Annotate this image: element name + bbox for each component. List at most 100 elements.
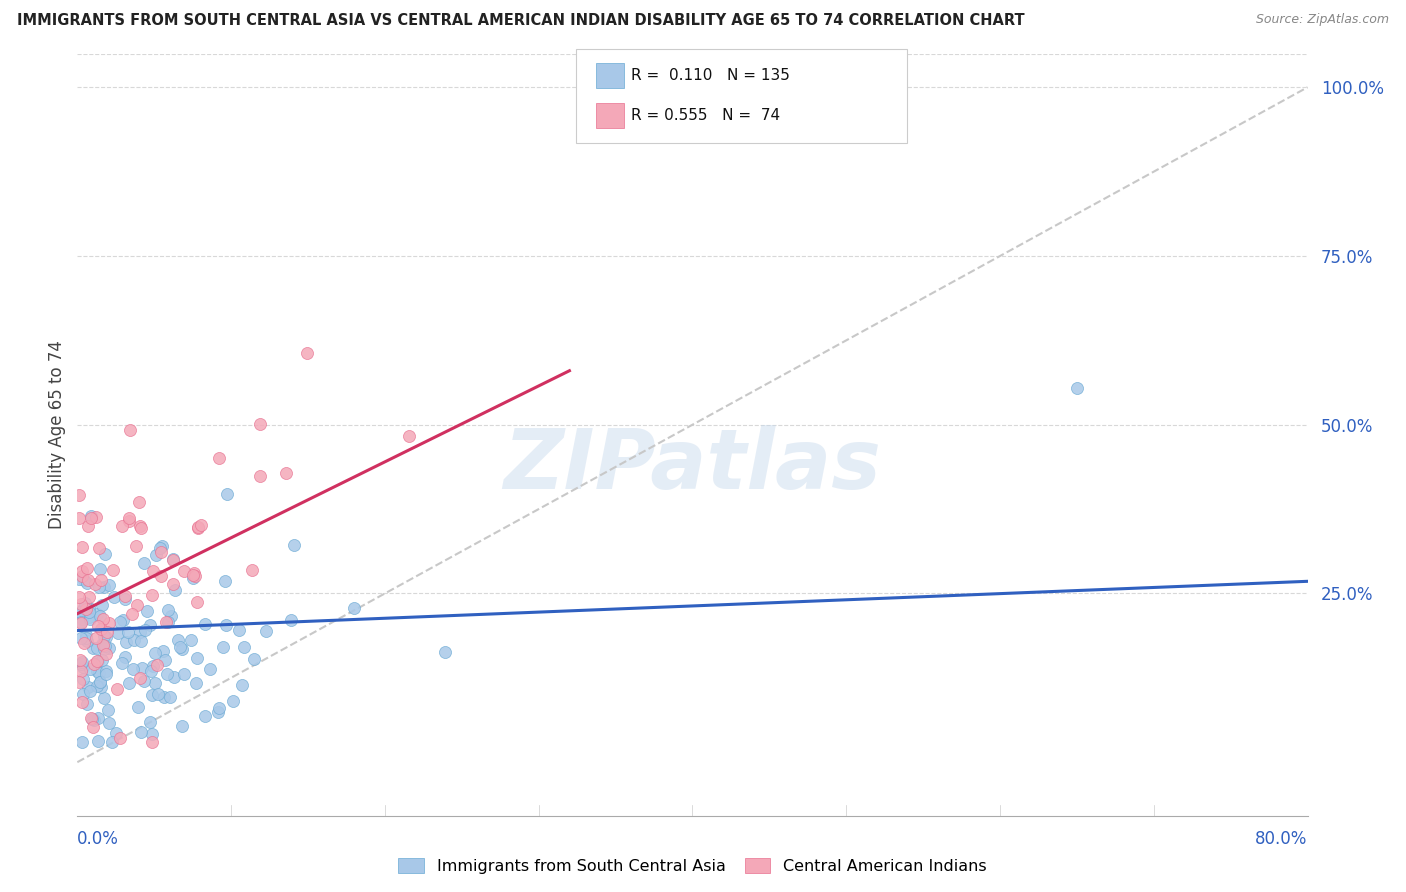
Point: [276, 466, 298, 480]
Point: [75, 596, 97, 610]
Point: [87, 654, 110, 668]
Point: [114, 589, 136, 603]
Point: [280, 613, 302, 627]
Point: [240, 562, 263, 576]
Point: [69, 631, 91, 645]
Point: [77, 573, 100, 587]
Point: [190, 518, 212, 533]
Point: [96, 624, 118, 639]
Point: [77, 605, 100, 619]
Point: [105, 726, 128, 740]
Point: [127, 700, 149, 714]
Point: [243, 651, 266, 665]
Point: [80, 511, 103, 525]
Point: [69, 605, 91, 619]
Point: [91, 612, 114, 626]
Point: [138, 617, 160, 632]
Point: [186, 595, 208, 609]
Text: ZIPatlas: ZIPatlas: [503, 425, 882, 506]
Point: [139, 714, 162, 729]
Point: [149, 544, 172, 558]
Point: [76, 561, 98, 575]
Point: [134, 624, 156, 638]
Point: [80, 509, 103, 524]
Point: [97, 640, 120, 655]
Point: [83, 577, 105, 591]
Point: [183, 569, 205, 583]
Point: [141, 688, 163, 702]
Point: [157, 603, 180, 617]
Point: [86, 680, 108, 694]
Point: [97, 615, 120, 630]
Point: [115, 635, 138, 649]
Point: [141, 588, 163, 602]
Point: [148, 687, 170, 701]
Point: [110, 731, 132, 745]
Point: [94, 647, 117, 661]
Point: [118, 423, 141, 437]
Point: [198, 663, 221, 677]
Point: [72, 602, 94, 616]
Point: [142, 659, 165, 673]
Point: [170, 641, 193, 656]
Point: [193, 617, 215, 632]
Point: [163, 582, 186, 597]
Point: [121, 607, 143, 621]
Point: [215, 618, 238, 632]
Point: [114, 591, 136, 606]
Point: [105, 682, 128, 697]
Point: [76, 697, 98, 711]
Point: [153, 653, 176, 667]
Point: [69, 653, 91, 667]
Point: [155, 615, 177, 629]
Point: [79, 612, 101, 626]
Point: [90, 622, 112, 636]
Point: [128, 495, 150, 509]
Point: [97, 704, 120, 718]
Point: [169, 640, 191, 655]
Point: [94, 639, 117, 653]
Point: [86, 510, 108, 524]
Point: [232, 640, 254, 654]
Point: [118, 511, 141, 525]
Point: [94, 547, 117, 561]
Point: [433, 645, 456, 659]
Point: [77, 590, 100, 604]
Text: R = 0.555   N =  74: R = 0.555 N = 74: [631, 109, 780, 123]
Point: [166, 633, 188, 648]
Point: [212, 640, 235, 654]
Legend: Immigrants from South Central Asia, Central American Indians: Immigrants from South Central Asia, Cent…: [392, 852, 993, 880]
Point: [91, 638, 114, 652]
Point: [70, 569, 93, 583]
Point: [72, 696, 94, 710]
Point: [77, 601, 100, 615]
Point: [159, 690, 181, 705]
Point: [75, 602, 97, 616]
Point: [343, 601, 366, 615]
Point: [93, 642, 115, 657]
Point: [145, 548, 167, 562]
Point: [87, 711, 110, 725]
Point: [162, 670, 184, 684]
Point: [87, 580, 110, 594]
Point: [77, 610, 100, 624]
Point: [122, 632, 145, 647]
Point: [129, 518, 152, 533]
Point: [150, 568, 173, 582]
Point: [83, 657, 105, 672]
Point: [70, 615, 93, 630]
Point: [87, 618, 110, 632]
Text: 80.0%: 80.0%: [1256, 830, 1308, 847]
Point: [82, 720, 104, 734]
Point: [184, 676, 207, 690]
Point: [170, 718, 193, 732]
Point: [90, 637, 112, 651]
Point: [114, 650, 136, 665]
Point: [111, 613, 134, 627]
Point: [93, 580, 115, 594]
Point: [398, 429, 420, 443]
Point: [125, 598, 148, 612]
Point: [82, 712, 104, 726]
Point: [89, 675, 111, 690]
Point: [79, 684, 101, 698]
